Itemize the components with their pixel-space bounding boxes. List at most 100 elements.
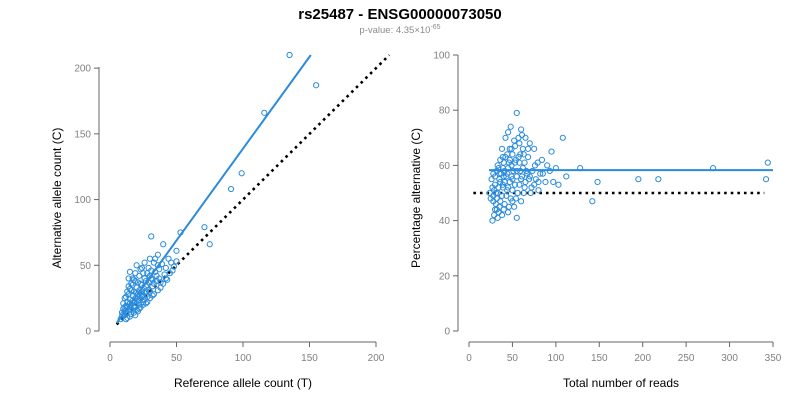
right-x-tick-label: 50 [507,353,519,364]
right-data-point [555,181,562,188]
right-data-point [500,159,507,166]
left-data-point [121,304,128,311]
right-y-tick-label: 80 [439,106,451,117]
left-data-point [133,262,140,269]
left-x-tick-label: 150 [301,353,318,364]
left-data-point [206,241,213,248]
right-x-tick-label: 0 [466,353,472,364]
left-data-point [132,270,139,277]
right-data-point [577,165,584,172]
right-data-point [709,165,717,172]
left-data-point [261,109,268,116]
left-x-tick-label: 0 [107,353,113,364]
left-data-point [137,266,144,273]
right-data-point [526,173,533,180]
right-data-point [552,165,559,172]
pvalue-exponent: -65 [430,24,441,31]
left-data-point [201,224,208,231]
left-data-point [142,300,150,307]
right-data-point [506,145,513,152]
left-data-point [160,280,167,287]
right-data-point [514,189,521,197]
left-data-point [227,185,235,193]
right-data-point [498,192,506,199]
right-data-point [531,181,538,188]
right-data-point [520,151,527,158]
left-data-point [120,310,127,318]
right-x-tick-label: 150 [591,353,608,364]
right-data-point [507,123,514,130]
right-data-point [505,203,513,210]
left-data-point [148,267,155,274]
right-data-point [531,145,538,152]
left-data-point [122,293,130,300]
right-y-tick-label: 40 [439,216,451,227]
right-data-point [535,178,542,186]
left-x-axis-label: Reference allele count (T) [174,376,312,390]
left-data-point [150,291,157,298]
right-data-point [516,181,523,188]
right-data-point [518,126,525,133]
left-data-point [130,276,138,283]
left-data-point [146,255,153,262]
left-data-point [160,241,167,248]
right-data-point [488,176,495,183]
left-y-tick-label: 100 [74,195,91,206]
left-data-point [158,260,165,268]
right-data-point [764,159,771,166]
figure-title: rs25487 - ENSG00000073050 [298,6,502,23]
right-data-point [516,159,523,166]
right-y-tick-label: 20 [439,271,451,282]
right-data-point [509,187,516,194]
right-data-point [509,151,516,158]
right-data-point [518,173,526,180]
right-data-point [550,178,557,186]
right-data-point [499,154,506,161]
left-data-point [162,275,169,282]
right-data-point [493,206,500,213]
right-data-point [531,162,539,169]
right-data-point [519,165,526,172]
right-x-tick-label: 350 [765,353,782,364]
right-data-point [494,214,501,221]
right-data-point [517,151,524,158]
right-data-point [522,134,529,141]
right-data-point [542,178,549,186]
right-data-point [535,187,542,194]
right-data-point [504,209,512,216]
left-data-point [153,272,160,279]
right-data-point [490,170,497,177]
right-data-point [522,178,529,186]
left-data-point [313,82,320,89]
right-data-point [506,156,513,163]
left-data-point [173,247,180,254]
left-data-point [126,313,134,320]
right-data-point [521,184,528,191]
right-data-point [510,167,517,175]
right-x-axis-label: Total number of reads [563,376,679,390]
right-y-axis-label: Percentage alternative (C) [409,128,423,268]
right-data-point [511,142,519,150]
right-data-point [496,170,503,177]
right-data-point [504,129,512,136]
right-y-tick-label: 60 [439,161,451,172]
left-data-point [141,275,148,282]
right-data-point [497,178,504,186]
pvalue-text: p-value: 4.35×10 [359,25,431,36]
right-data-point [537,170,544,177]
left-reference-line [115,54,391,326]
right-data-point [511,203,518,210]
left-data-point [141,259,148,266]
left-data-point [162,264,169,272]
right-x-tick-label: 300 [721,353,738,364]
right-data-point [594,178,601,186]
right-data-point [519,145,526,152]
right-data-point [513,167,520,175]
left-data-point [126,268,134,275]
right-data-point [486,189,493,197]
left-y-axis-label: Alternative allele count (C) [50,128,64,269]
left-x-tick-label: 50 [171,353,183,364]
right-data-point [526,140,533,147]
right-data-point [546,167,553,175]
left-data-point [136,287,143,294]
